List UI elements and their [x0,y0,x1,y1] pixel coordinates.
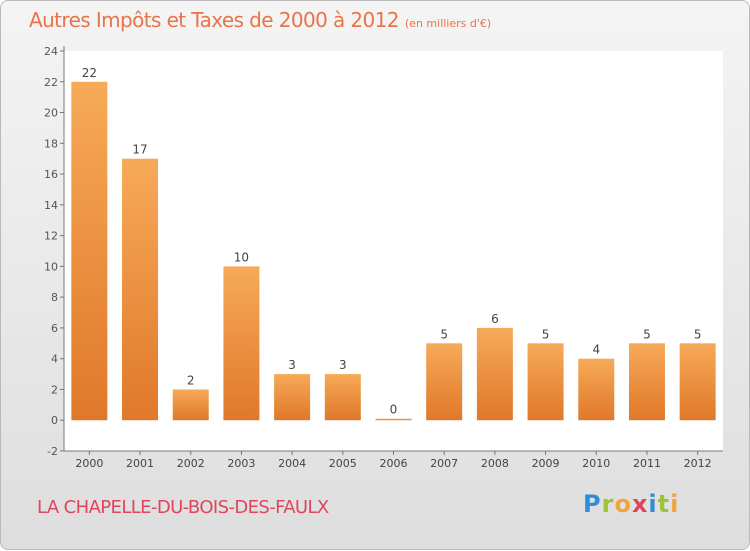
y-tick-label: 0 [51,414,58,427]
bar [274,374,311,421]
y-tick-label: -2 [47,445,58,458]
y-tick-label: 16 [44,168,58,181]
bar-value-label: 22 [82,66,97,80]
y-tick-label: 20 [44,107,58,120]
x-tick-label: 2010 [582,457,610,470]
bar [527,343,564,421]
bar [679,343,716,421]
bar-value-label: 0 [390,403,398,417]
logo-letter: i [670,490,680,518]
y-tick-label: 18 [44,137,58,150]
title-text: Autres Impôts et Taxes de 2000 à 2012 [29,8,399,32]
logo-letter: P [583,490,602,518]
bar-value-label: 6 [491,312,499,326]
x-tick-label: 2001 [126,457,154,470]
x-tick-label: 2007 [430,457,458,470]
bar-value-label: 5 [440,327,448,341]
logo-letter: x [631,490,649,518]
logo-letter: o [614,490,632,518]
bar [122,158,159,421]
y-tick-label: 24 [44,45,58,58]
x-tick-label: 2008 [481,457,509,470]
y-tick-label: 4 [51,353,58,366]
x-tick-label: 2009 [532,457,560,470]
x-tick-label: 2005 [329,457,357,470]
y-tick-label: 2 [51,383,58,396]
bar-value-label: 10 [234,250,249,264]
bar [426,343,463,421]
bar-value-label: 3 [288,358,296,372]
logo-letter: r [601,490,615,518]
bar [223,266,260,421]
x-tick-label: 2003 [227,457,255,470]
y-tick-label: 10 [44,260,58,273]
bar-value-label: 3 [339,358,347,372]
bar [71,81,108,421]
bar-value-label: 5 [542,327,550,341]
x-tick-label: 2011 [633,457,661,470]
logo-letter: i [648,490,658,518]
bar-value-label: 2 [187,373,195,387]
y-tick-label: 8 [51,291,58,304]
bar [172,389,209,421]
y-tick-label: 14 [44,199,58,212]
bar [375,418,412,421]
proxiti-logo: Proxiti [583,490,679,518]
bar-value-label: 4 [592,343,600,357]
plot-area [64,51,723,451]
title-unit: (en milliers d'€) [404,17,492,30]
x-tick-label: 2006 [380,457,408,470]
place-name: LA CHAPELLE-DU-BOIS-DES-FAULX [37,497,329,518]
y-tick-label: 6 [51,322,58,335]
bar-value-label: 5 [694,327,702,341]
x-tick-label: 2002 [177,457,205,470]
bar [628,343,665,421]
x-tick-label: 2004 [278,457,306,470]
y-tick-label: 12 [44,230,58,243]
bar [578,358,615,421]
x-tick-label: 2012 [684,457,712,470]
logo-letter: t [657,490,671,518]
bar [476,327,513,421]
bar-value-label: 5 [643,327,651,341]
chart-title: Autres Impôts et Taxes de 2000 à 2012 (en… [29,8,491,32]
y-tick-label: 22 [44,76,58,89]
bar [324,374,361,421]
x-tick-label: 2000 [75,457,103,470]
bar-value-label: 17 [132,143,147,157]
